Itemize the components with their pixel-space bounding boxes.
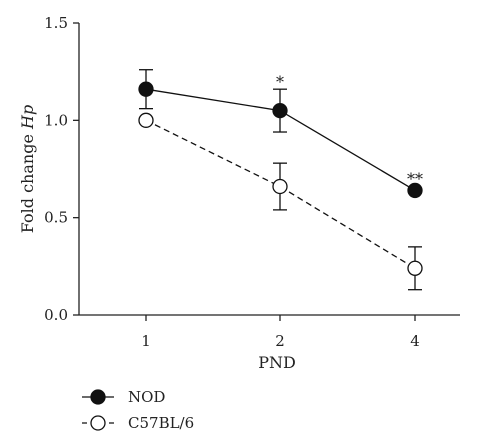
data-point-c57bl6 bbox=[138, 112, 154, 128]
data-point-nod bbox=[407, 182, 423, 199]
y-tick-label: 1.0 bbox=[44, 111, 68, 129]
axes bbox=[78, 23, 460, 316]
x-tick-label: 1 bbox=[141, 332, 151, 350]
plot-area bbox=[138, 69, 423, 291]
y-axis-label: Fold change Hp bbox=[18, 105, 37, 233]
y-axis-label-italic: Hp bbox=[18, 105, 37, 130]
data-point-nod bbox=[138, 81, 154, 97]
legend-marker-c57bl6 bbox=[90, 415, 106, 431]
x-axis-label: PND bbox=[258, 353, 296, 372]
significance-marker: * bbox=[276, 72, 284, 91]
data-point-c57bl6 bbox=[407, 260, 423, 276]
y-tick-label: 1.5 bbox=[44, 14, 68, 32]
legend: NOD C57BL/6 bbox=[82, 388, 194, 432]
legend-marker-nod bbox=[90, 389, 106, 405]
significance-marker: ** bbox=[407, 170, 423, 189]
x-tick-label: 4 bbox=[410, 332, 420, 350]
x-ticks: 1 2 4 bbox=[141, 315, 420, 350]
data-point-nod bbox=[272, 102, 288, 119]
annotations: *** bbox=[276, 72, 423, 188]
series-nod bbox=[138, 69, 423, 199]
legend-label-nod: NOD bbox=[128, 388, 165, 406]
y-axis-label-prefix: Fold change bbox=[18, 129, 37, 233]
data-point-c57bl6 bbox=[272, 178, 288, 195]
y-ticks: 0.0 0.5 1.0 1.5 bbox=[44, 14, 79, 324]
x-tick-label: 2 bbox=[275, 332, 285, 350]
legend-item-c57bl6: C57BL/6 bbox=[82, 414, 194, 432]
legend-item-nod: NOD bbox=[82, 388, 165, 406]
series-line-c57bl6 bbox=[145, 119, 416, 269]
legend-label-c57bl6: C57BL/6 bbox=[128, 414, 194, 432]
y-tick-label: 0.5 bbox=[44, 209, 68, 227]
y-tick-label: 0.0 bbox=[44, 306, 68, 324]
series-c57bl6 bbox=[138, 112, 423, 291]
